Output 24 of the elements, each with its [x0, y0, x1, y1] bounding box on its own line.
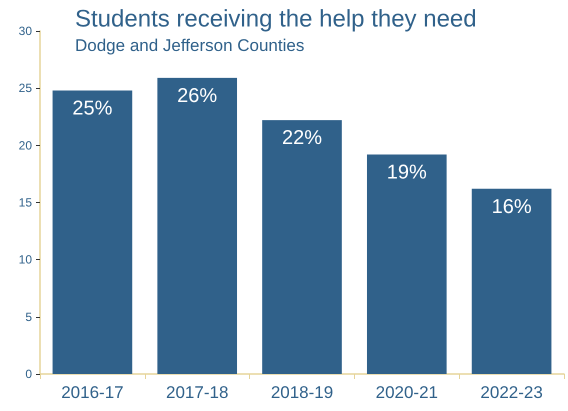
bar	[52, 90, 132, 374]
data-label: 26%	[177, 84, 218, 107]
data-label: 16%	[492, 196, 532, 218]
x-tick-label: 2016-17	[61, 383, 124, 402]
chart-subtitle: Dodge and Jefferson Counties	[75, 36, 304, 55]
bar	[366, 154, 447, 374]
bar	[472, 188, 552, 374]
data-label: 25%	[72, 97, 113, 120]
bar	[157, 78, 238, 374]
y-tick-label: 30	[18, 24, 32, 38]
y-tick-label: 20	[18, 138, 32, 152]
data-label: 19%	[386, 161, 428, 184]
x-tick-label: 2022-23	[480, 383, 543, 402]
y-tick-label: 5	[25, 310, 32, 324]
x-tick-label: 2020-21	[376, 383, 438, 402]
y-tick-label: 15	[18, 196, 32, 210]
chart-title: Students receiving the help they need	[75, 6, 477, 32]
bar	[262, 120, 342, 374]
y-tick-label: 0	[25, 367, 32, 381]
x-tick-label: 2018-19	[270, 383, 334, 402]
data-label: 22%	[282, 127, 322, 150]
x-tick-label: 2017-18	[166, 383, 228, 402]
y-tick-label: 10	[18, 252, 32, 267]
y-tick-label: 25	[18, 81, 32, 96]
